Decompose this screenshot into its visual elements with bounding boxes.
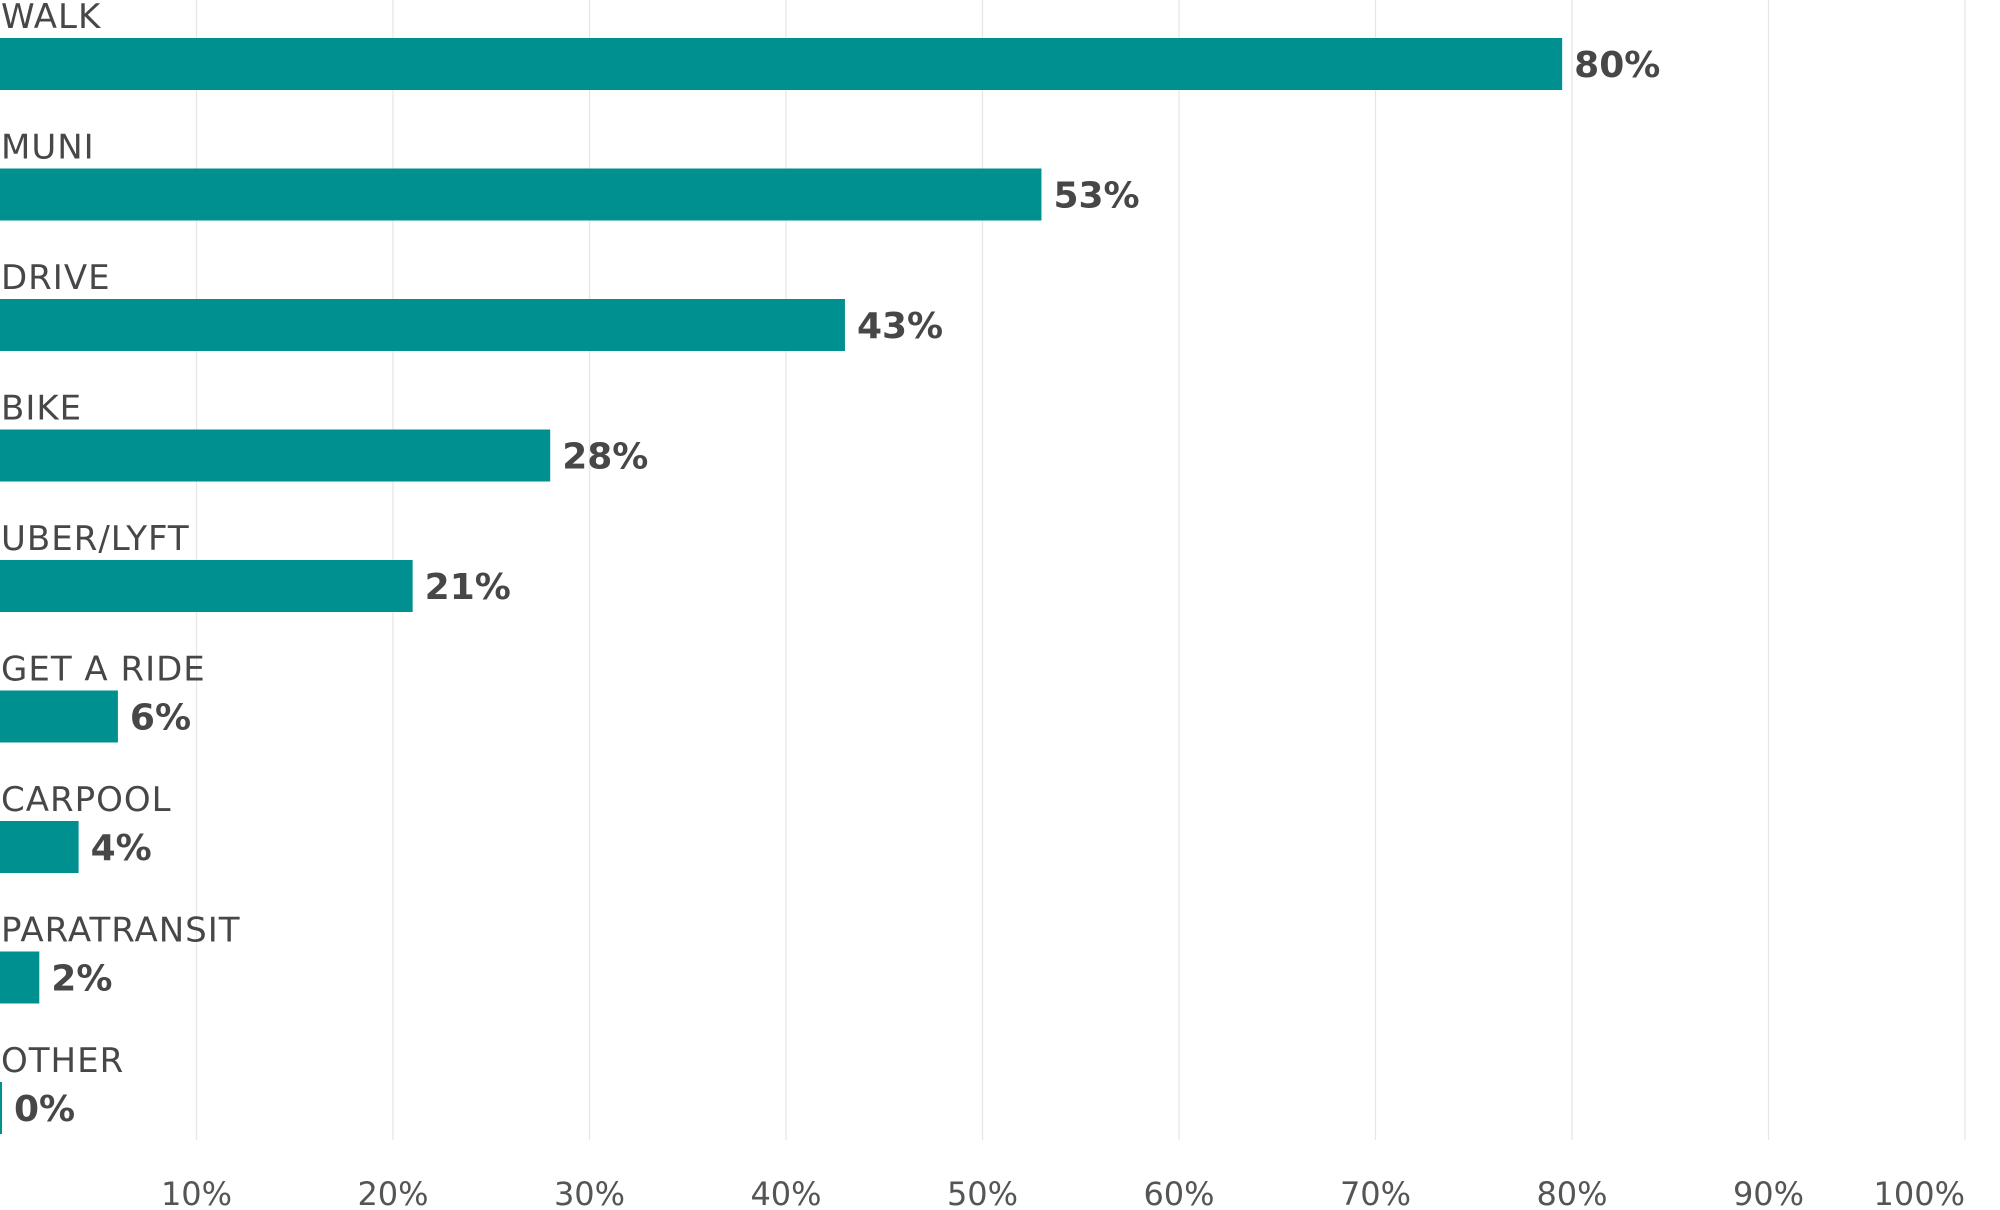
category-label: UBER/LYFT bbox=[1, 519, 190, 559]
bar-other bbox=[0, 1082, 2, 1134]
labels: WALK 80% MUNI 53% DRIVE 43% BIKE 28% UBER/LYFT 21… bbox=[1, 0, 1660, 1130]
bar-uber-lyft bbox=[0, 560, 413, 612]
x-tick-label: 30% bbox=[554, 1175, 625, 1210]
category-label: WALK bbox=[1, 0, 102, 37]
bar-carpool bbox=[0, 821, 79, 873]
x-tick-label: 90% bbox=[1733, 1175, 1804, 1210]
x-axis: 10% 20% 30% 40% 50% 60% 70% 80% 90% 100% bbox=[161, 1175, 1965, 1210]
x-tick-label: 80% bbox=[1536, 1175, 1607, 1210]
x-tick-label: 40% bbox=[750, 1175, 821, 1210]
x-tick-label: 60% bbox=[1143, 1175, 1214, 1210]
bars bbox=[0, 38, 1563, 1134]
x-tick-label: 20% bbox=[357, 1175, 428, 1210]
category-label: OTHER bbox=[1, 1041, 124, 1081]
category-label: BIKE bbox=[1, 389, 82, 429]
bar-muni bbox=[0, 168, 1042, 221]
value-label: 6% bbox=[130, 698, 191, 739]
value-label: 21% bbox=[425, 567, 511, 608]
x-tick-label: 70% bbox=[1340, 1175, 1411, 1210]
value-label: 2% bbox=[51, 959, 112, 1000]
value-label: 28% bbox=[562, 437, 648, 478]
x-tick-label: 50% bbox=[947, 1175, 1018, 1210]
x-tick-label: 10% bbox=[161, 1175, 232, 1210]
category-label: MUNI bbox=[1, 128, 95, 168]
x-tick-label: 100% bbox=[1874, 1175, 1965, 1210]
category-label: DRIVE bbox=[1, 258, 111, 298]
value-label: 4% bbox=[91, 828, 152, 869]
category-label: CARPOOL bbox=[1, 780, 172, 820]
category-label: GET A RIDE bbox=[1, 650, 206, 690]
value-label: 43% bbox=[857, 306, 943, 347]
bar-bike bbox=[0, 429, 551, 482]
category-label: PARATRANSIT bbox=[1, 911, 241, 951]
value-label: 0% bbox=[14, 1089, 75, 1130]
value-label: 80% bbox=[1574, 45, 1660, 86]
bar-get-a-ride bbox=[0, 690, 118, 743]
bar-walk bbox=[0, 38, 1563, 90]
bar-paratransit bbox=[0, 951, 40, 1004]
value-label: 53% bbox=[1053, 176, 1139, 217]
bar-drive bbox=[0, 299, 845, 351]
